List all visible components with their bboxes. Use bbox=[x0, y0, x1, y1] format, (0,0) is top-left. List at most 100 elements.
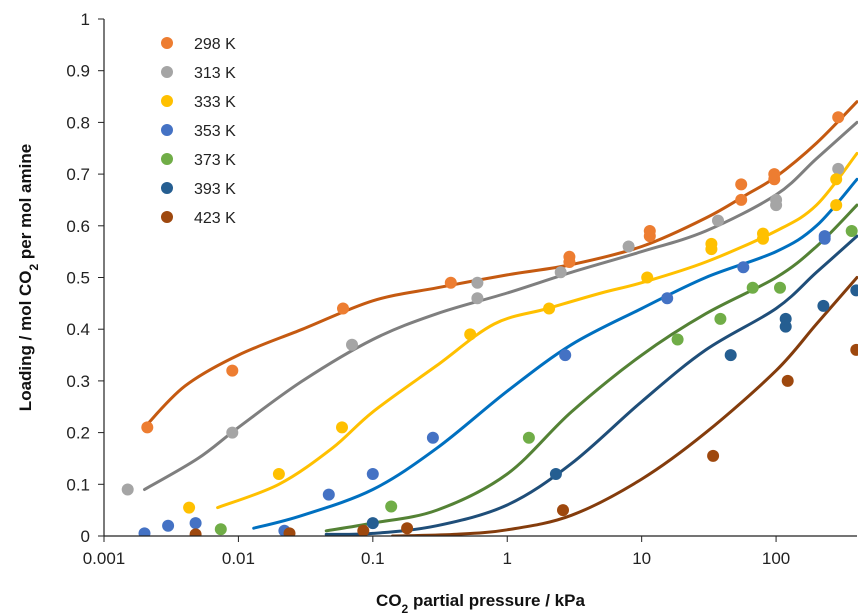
y-tick-label: 0.5 bbox=[66, 269, 90, 288]
legend-label: 373 K bbox=[194, 152, 236, 169]
x-tick-label: 0.1 bbox=[361, 549, 385, 568]
y-tick-label: 0 bbox=[81, 527, 90, 546]
data-point bbox=[845, 225, 858, 237]
legend-marker bbox=[161, 95, 173, 107]
data-point bbox=[768, 168, 781, 181]
legend-marker bbox=[161, 182, 173, 194]
data-point bbox=[385, 500, 398, 513]
data-points bbox=[121, 111, 858, 536]
legend-marker bbox=[161, 153, 173, 165]
x-tick-label: 10 bbox=[632, 549, 651, 568]
data-point bbox=[818, 230, 831, 243]
data-point bbox=[162, 519, 175, 532]
data-point bbox=[471, 276, 484, 289]
data-point bbox=[471, 292, 484, 305]
data-point bbox=[183, 501, 196, 514]
fit-curve-1 bbox=[143, 100, 858, 429]
data-point bbox=[724, 349, 737, 362]
legend-label: 393 K bbox=[194, 181, 236, 198]
data-point bbox=[832, 111, 845, 124]
y-tick-label: 0.4 bbox=[66, 320, 90, 339]
y-tick-label: 0.8 bbox=[66, 113, 90, 132]
fit-curve-5 bbox=[324, 203, 858, 533]
legend-marker bbox=[161, 66, 173, 78]
data-point bbox=[401, 522, 414, 535]
data-point bbox=[189, 517, 202, 530]
legend-marker bbox=[161, 37, 173, 49]
data-point bbox=[121, 483, 134, 496]
legend-label: 298 K bbox=[194, 36, 236, 53]
legend: 298 K 313 K 333 K 353 K 373 K 393 K 423 K bbox=[161, 36, 236, 227]
data-point bbox=[138, 527, 151, 536]
legend-label: 333 K bbox=[194, 94, 236, 111]
data-point bbox=[817, 299, 830, 312]
data-point bbox=[522, 431, 535, 444]
data-point bbox=[746, 281, 759, 294]
data-point bbox=[705, 237, 718, 250]
legend-label: 353 K bbox=[194, 123, 236, 140]
data-point bbox=[444, 276, 457, 289]
data-point bbox=[336, 421, 348, 434]
data-point bbox=[643, 225, 656, 237]
data-point bbox=[735, 193, 748, 206]
data-point bbox=[346, 338, 358, 351]
data-point bbox=[337, 302, 349, 315]
y-axis-title: Loading / mol CO2 per mol amine bbox=[16, 144, 41, 411]
fit-curve-4 bbox=[252, 177, 858, 530]
data-point bbox=[322, 488, 335, 501]
fit-curve-6 bbox=[324, 234, 858, 536]
data-point bbox=[189, 528, 202, 536]
y-tick-label: 0.2 bbox=[66, 424, 90, 443]
data-point bbox=[735, 178, 748, 191]
axes: 0 0.1 0.2 0.3 0.4 0.5 0.6 0.7 0.8 0.9 1 0.001 0.01 0.… bbox=[66, 10, 857, 568]
fit-curve-7 bbox=[391, 276, 858, 536]
data-point bbox=[464, 328, 477, 341]
y-tick-label: 0.6 bbox=[66, 217, 90, 236]
legend-label: 313 K bbox=[194, 65, 236, 82]
data-point bbox=[830, 173, 843, 186]
data-point bbox=[549, 468, 562, 480]
data-point bbox=[141, 421, 154, 434]
data-point bbox=[554, 266, 567, 279]
fit-curve-3 bbox=[216, 151, 858, 510]
data-point bbox=[543, 302, 556, 315]
data-point bbox=[283, 527, 296, 536]
x-tick-label: 1 bbox=[503, 549, 512, 568]
data-point bbox=[272, 468, 285, 480]
fit-curves bbox=[143, 100, 858, 536]
data-point bbox=[226, 364, 239, 377]
y-tick-label: 1 bbox=[81, 10, 90, 29]
data-point bbox=[779, 312, 792, 325]
legend-marker bbox=[161, 124, 173, 136]
data-point bbox=[661, 292, 674, 305]
data-point bbox=[563, 250, 576, 263]
data-point bbox=[357, 524, 370, 536]
x-tick-label: 100 bbox=[762, 549, 790, 568]
data-point bbox=[426, 431, 439, 444]
data-point bbox=[850, 284, 858, 297]
data-point bbox=[226, 426, 239, 439]
data-point bbox=[214, 523, 227, 536]
fit-curve-2 bbox=[143, 120, 858, 491]
y-tick-label: 0.9 bbox=[66, 62, 90, 81]
data-point bbox=[832, 162, 845, 175]
legend-marker bbox=[161, 211, 173, 223]
legend-label: 423 K bbox=[194, 210, 236, 227]
x-axis-title: CO2 partial pressure / kPa bbox=[376, 591, 585, 614]
data-point bbox=[781, 374, 794, 387]
data-point bbox=[850, 343, 858, 356]
data-point bbox=[774, 281, 786, 294]
data-point bbox=[366, 517, 379, 530]
data-point bbox=[770, 193, 783, 206]
data-point bbox=[366, 468, 379, 480]
y-tick-label: 0.3 bbox=[66, 372, 90, 391]
data-point bbox=[707, 449, 720, 462]
data-point bbox=[641, 271, 654, 284]
data-point bbox=[559, 349, 572, 362]
y-tick-label: 0.7 bbox=[66, 165, 90, 184]
x-tick-label: 0.001 bbox=[83, 549, 126, 568]
data-point bbox=[757, 227, 769, 240]
y-tick-label: 0.1 bbox=[66, 475, 90, 494]
data-point bbox=[712, 214, 724, 227]
data-point bbox=[714, 312, 727, 325]
